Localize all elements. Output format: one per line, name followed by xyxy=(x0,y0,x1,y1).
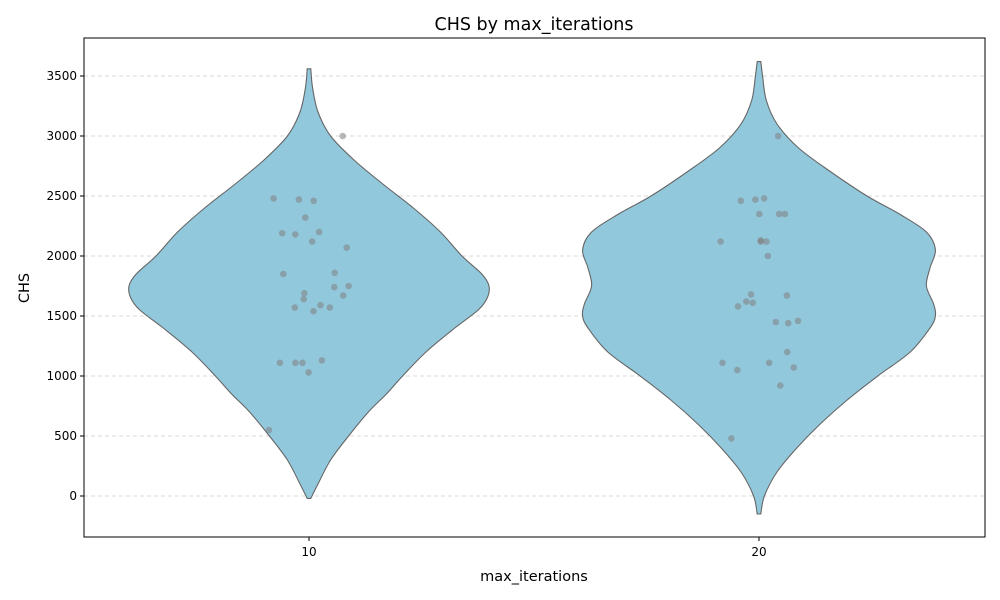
y-tick-label: 1000 xyxy=(46,369,77,383)
data-point xyxy=(339,132,347,140)
data-point xyxy=(300,295,308,303)
data-point xyxy=(737,197,745,205)
data-point xyxy=(760,195,768,202)
data-point xyxy=(749,299,757,307)
y-tick-label: 500 xyxy=(54,429,77,443)
data-point xyxy=(772,318,780,326)
data-point xyxy=(331,283,338,291)
violin-10 xyxy=(128,68,490,499)
data-point xyxy=(790,364,797,371)
data-point xyxy=(301,289,308,297)
y-axis: 0 500 1000 1500 2000 2500 3000 3500 xyxy=(46,69,84,503)
data-point xyxy=(784,319,792,327)
violin-20 xyxy=(581,61,937,515)
y-tick-label: 2000 xyxy=(46,249,77,263)
data-point xyxy=(717,238,724,245)
data-point xyxy=(326,304,334,311)
y-tick-label: 1500 xyxy=(46,309,77,323)
y-tick-label: 2500 xyxy=(46,189,77,203)
data-point xyxy=(783,348,791,356)
data-point xyxy=(315,228,323,236)
data-point xyxy=(302,214,309,221)
data-point xyxy=(292,359,299,367)
data-point xyxy=(752,196,759,203)
data-point xyxy=(743,298,750,305)
data-point xyxy=(765,359,773,367)
x-tick-label: 10 xyxy=(301,545,316,559)
data-point xyxy=(781,210,789,218)
x-axis-label: max_iterations xyxy=(480,569,588,585)
data-point xyxy=(265,426,273,434)
data-point xyxy=(783,292,791,299)
data-point xyxy=(794,317,802,325)
data-point xyxy=(318,357,326,364)
data-point xyxy=(310,307,317,315)
data-point xyxy=(295,196,303,203)
data-point xyxy=(774,132,782,140)
data-point xyxy=(280,270,287,278)
y-axis-label: CHS xyxy=(17,273,33,303)
data-point xyxy=(310,197,318,205)
data-point xyxy=(339,292,347,299)
violins xyxy=(128,61,937,515)
data-point xyxy=(308,238,316,245)
data-point xyxy=(291,304,299,311)
data-point xyxy=(728,435,735,442)
data-point xyxy=(278,229,286,237)
data-point xyxy=(299,359,306,367)
data-point xyxy=(292,231,299,238)
data-point xyxy=(747,291,755,298)
data-point xyxy=(756,210,763,218)
data-points xyxy=(265,132,802,442)
data-point xyxy=(331,269,339,277)
data-point xyxy=(775,210,783,218)
x-tick-label: 20 xyxy=(751,545,766,559)
data-point xyxy=(270,195,277,202)
data-point xyxy=(757,238,764,245)
data-point xyxy=(763,238,770,245)
data-point xyxy=(734,303,742,310)
plot-frame xyxy=(83,37,986,538)
y-tick-label: 3500 xyxy=(46,69,77,83)
x-axis: 10 20 xyxy=(301,537,767,559)
data-point xyxy=(719,359,726,367)
data-point xyxy=(305,369,312,376)
data-point xyxy=(777,382,784,389)
data-point xyxy=(764,252,772,260)
y-tick-label: 3000 xyxy=(46,129,77,143)
data-point xyxy=(276,359,284,367)
data-point xyxy=(345,282,352,290)
data-point xyxy=(734,366,741,374)
y-tick-label: 0 xyxy=(69,489,77,503)
chart-title: CHS by max_iterations xyxy=(434,15,633,35)
data-point xyxy=(343,244,351,251)
data-point xyxy=(317,301,324,309)
